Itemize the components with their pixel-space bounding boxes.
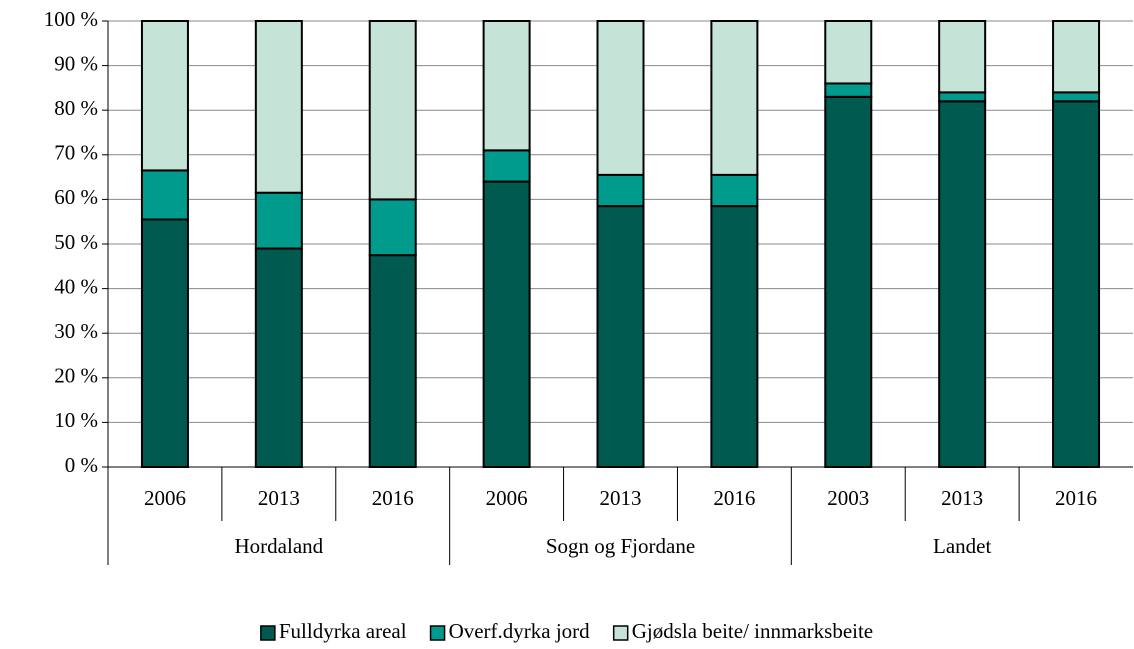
legend-swatch [429, 625, 446, 641]
x-tick-label: 2006 [144, 486, 186, 510]
bar-segment [710, 205, 759, 468]
bar-segment [938, 20, 987, 94]
x-tick-label: 2016 [372, 486, 414, 510]
bar-segment [140, 218, 189, 468]
bar-segment [1052, 91, 1101, 103]
bar-segment [482, 149, 531, 183]
y-tick-label: 60 % [54, 185, 98, 209]
x-tick-label: 2003 [827, 486, 869, 510]
bar-segment [938, 91, 987, 103]
legend-item: Overf.dyrka jord [429, 619, 591, 643]
y-tick-label: 10 % [54, 408, 98, 432]
y-tick-label: 0 % [65, 453, 98, 477]
y-tick-label: 70 % [54, 141, 98, 165]
bar-segment [1052, 20, 1101, 94]
legend-swatch [260, 625, 276, 641]
x-tick-label: 2013 [600, 486, 642, 510]
bar-segment [254, 247, 303, 468]
group-label: Sogn og Fjordane [546, 534, 695, 558]
x-tick-label: 2016 [713, 486, 755, 510]
bar-segment [482, 180, 531, 468]
legend-label: Overf.dyrka jord [449, 619, 591, 643]
y-tick-label: 40 % [54, 274, 98, 298]
legend-swatch [612, 625, 629, 641]
bar-segment [254, 20, 303, 194]
x-tick-label: 2016 [1055, 486, 1097, 510]
y-tick-label: 90 % [54, 51, 98, 75]
bar-segment [824, 95, 873, 468]
legend-item: Fulldyrka areal [260, 619, 407, 643]
bar-segment [254, 191, 303, 250]
legend-label: Gjødsla beite/ innmarksbeite [632, 619, 873, 643]
bar-segment [596, 173, 645, 208]
legend-item: Gjødsla beite/ innmarksbeite [612, 619, 873, 643]
bar-segment [710, 20, 759, 176]
bar-segment [368, 198, 417, 257]
bar-segment [710, 173, 759, 208]
bar-segment [482, 20, 531, 152]
y-tick-label: 80 % [54, 96, 98, 120]
x-tick-label: 2013 [941, 486, 983, 510]
bar-segment [596, 205, 645, 468]
bar-segment [1052, 100, 1101, 468]
y-tick-label: 50 % [54, 230, 98, 254]
bar-segment [140, 20, 189, 172]
bar-segment [140, 169, 189, 221]
bar-segment [596, 20, 645, 176]
y-tick-label: 20 % [54, 364, 98, 388]
y-tick-label: 100 % [44, 7, 98, 31]
group-label: Landet [933, 534, 991, 558]
x-tick-label: 2013 [258, 486, 300, 510]
bar-segment [368, 254, 417, 468]
bar-segment [824, 20, 873, 85]
x-tick-label: 2006 [486, 486, 528, 510]
bar-segment [824, 82, 873, 98]
bar-segment [938, 100, 987, 468]
bar-segment [368, 20, 417, 201]
y-tick-label: 30 % [54, 319, 98, 343]
group-label: Hordaland [235, 534, 324, 558]
legend-label: Fulldyrka areal [279, 619, 407, 643]
